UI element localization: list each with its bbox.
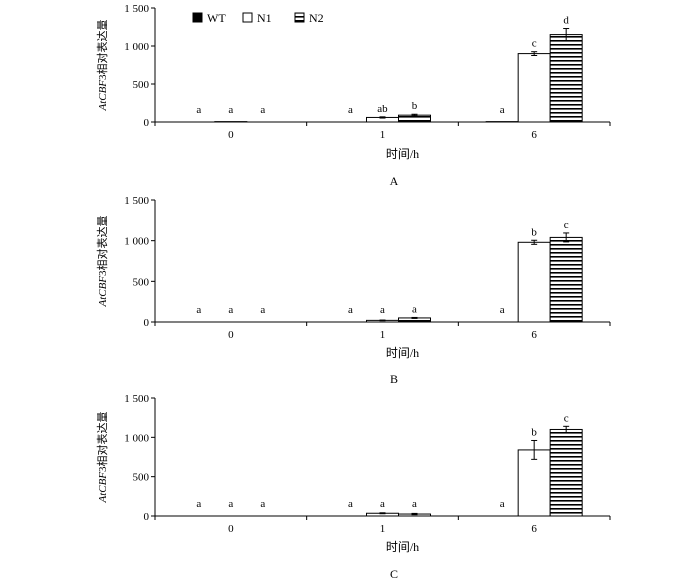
bar-N2 — [549, 236, 583, 323]
x-tick-label: 6 — [531, 523, 537, 535]
bar-N1 — [517, 449, 551, 517]
panel-C: 0 500 1 000 1 500 AtCBF3相对表达量 0 a a a 1 a a a 6 a b c 时间/… — [95, 393, 611, 580]
y-tick-label: 1 500 — [124, 195, 149, 207]
significance-label: a — [260, 304, 265, 316]
significance-label: b — [531, 226, 537, 238]
y-tick-label: 500 — [133, 472, 150, 484]
significance-label: a — [196, 104, 201, 116]
y-axis-label-italic: AtCBF — [97, 276, 109, 308]
bar-N2 — [549, 428, 583, 517]
y-axis-label-rest: 3相对表达量 — [95, 215, 109, 276]
significance-label: a — [412, 303, 417, 315]
y-tick-label: 0 — [144, 317, 150, 329]
y-axis-label-rest: 3相对表达量 — [95, 411, 109, 472]
y-tick-label: 1 500 — [124, 3, 149, 15]
significance-label: c — [564, 219, 569, 231]
significance-label: d — [563, 15, 569, 27]
significance-label: a — [228, 104, 233, 116]
significance-label: b — [412, 100, 418, 112]
bar-N1 — [517, 53, 551, 123]
significance-label: a — [500, 304, 505, 316]
legend-label: N1 — [257, 11, 272, 25]
x-tick-label: 1 — [380, 523, 386, 535]
x-axis-label: 时间/h — [386, 346, 419, 360]
significance-label: c — [564, 412, 569, 424]
x-tick-label: 0 — [228, 129, 234, 141]
x-tick-label: 6 — [531, 329, 537, 341]
significance-label: a — [412, 498, 417, 510]
y-axis-label: AtCBF3相对表达量 — [95, 19, 109, 111]
y-tick-label: 1 000 — [124, 236, 149, 248]
y-tick-label: 500 — [133, 276, 150, 288]
y-axis-label: AtCBF3相对表达量 — [95, 215, 109, 307]
significance-label: a — [260, 498, 265, 510]
panel-B: 0 500 1 000 1 500 AtCBF3相对表达量 0 a a a 1 a a a 6 a b c 时间/… — [95, 195, 611, 386]
significance-label: a — [348, 304, 353, 316]
panel-label: A — [390, 174, 399, 188]
significance-label: b — [531, 426, 537, 438]
significance-label: a — [348, 104, 353, 116]
significance-label: ab — [377, 103, 388, 115]
panel-label: C — [390, 567, 398, 580]
significance-label: c — [532, 38, 537, 50]
y-tick-label: 0 — [144, 117, 150, 129]
x-tick-label: 1 — [380, 129, 386, 141]
panel-A: 0 500 1 000 1 500 AtCBF3相对表达量 0 a a a 1 a ab b 6 a c d 时间… — [95, 3, 611, 188]
legend-label: WT — [207, 11, 226, 25]
y-tick-label: 1 000 — [124, 41, 149, 53]
significance-label: a — [228, 304, 233, 316]
bar-N2 — [549, 34, 583, 123]
x-tick-label: 0 — [228, 523, 234, 535]
significance-label: a — [380, 498, 385, 510]
significance-label: a — [380, 304, 385, 316]
legend-swatch-N2 — [294, 12, 305, 23]
x-tick-label: 0 — [228, 329, 234, 341]
significance-label: a — [500, 498, 505, 510]
x-axis-label: 时间/h — [386, 540, 419, 554]
x-tick-label: 6 — [531, 129, 537, 141]
bar-N1 — [517, 241, 551, 323]
y-tick-label: 0 — [144, 511, 150, 523]
legend-swatch-WT — [192, 12, 203, 23]
x-axis-label: 时间/h — [386, 147, 419, 161]
legend: WT N1 N2 — [192, 11, 324, 25]
x-tick-label: 1 — [380, 329, 386, 341]
significance-label: a — [196, 304, 201, 316]
y-tick-label: 1 000 — [124, 432, 149, 444]
y-tick-label: 500 — [133, 79, 150, 91]
y-tick-label: 1 500 — [124, 393, 149, 405]
legend-swatch-N1 — [242, 12, 253, 23]
y-axis-label-italic: AtCBF — [97, 472, 109, 504]
y-axis-label-rest: 3相对表达量 — [95, 19, 109, 80]
panel-label: B — [390, 372, 398, 386]
legend-label: N2 — [309, 11, 324, 25]
significance-label: a — [260, 104, 265, 116]
y-axis-label-italic: AtCBF — [97, 80, 109, 112]
significance-label: a — [348, 498, 353, 510]
significance-label: a — [196, 498, 201, 510]
significance-label: a — [500, 104, 505, 116]
y-axis-label: AtCBF3相对表达量 — [95, 411, 109, 503]
significance-label: a — [228, 498, 233, 510]
